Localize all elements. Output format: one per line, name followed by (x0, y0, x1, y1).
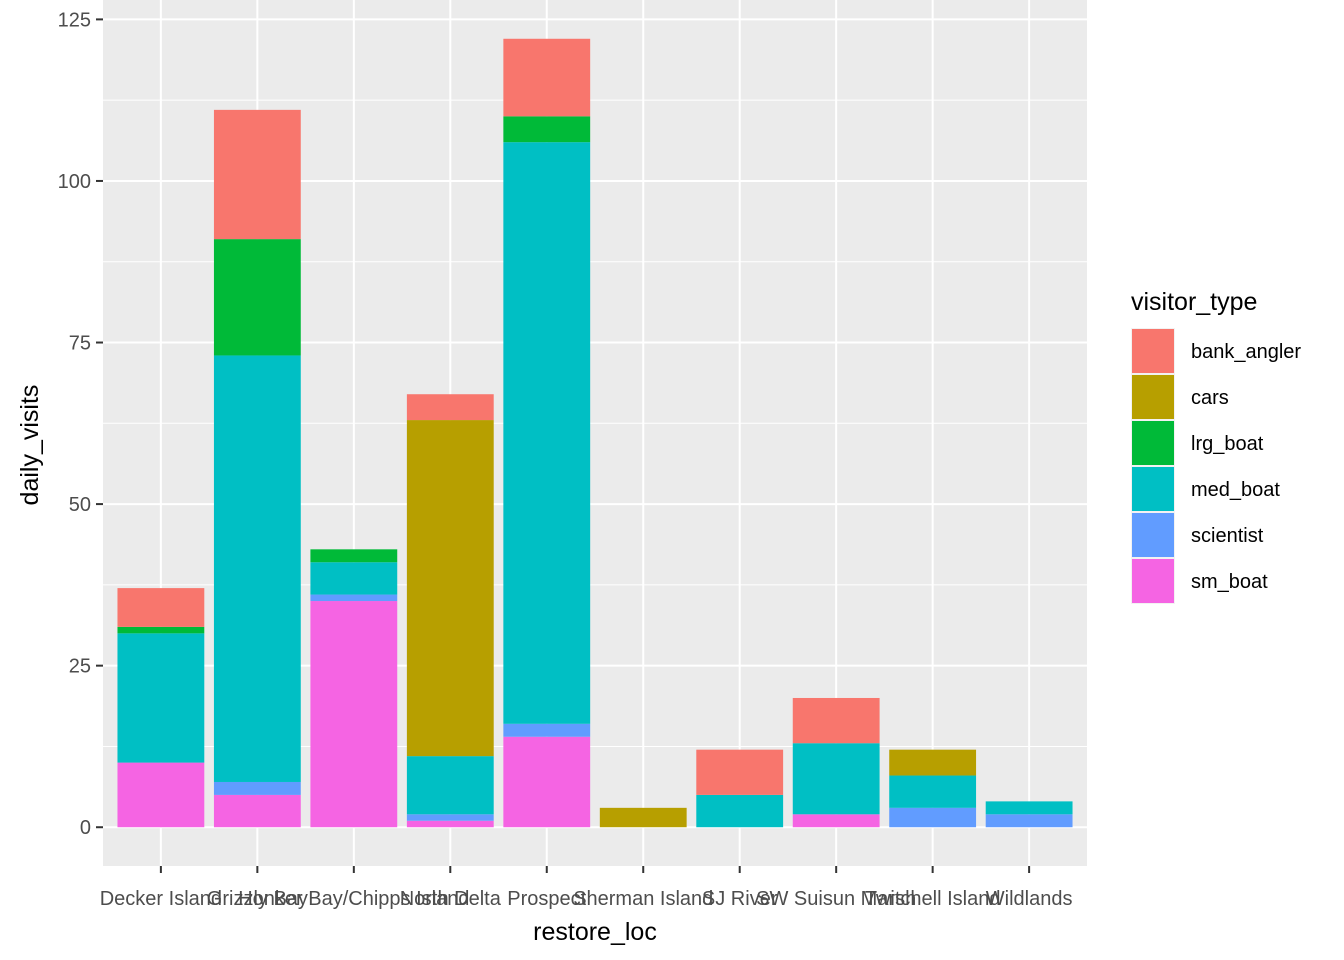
bar-segment (889, 749, 977, 776)
bar-segment (889, 775, 977, 808)
legend-label: scientist (1191, 525, 1264, 547)
bar-segment (792, 743, 880, 815)
bar-segment (310, 601, 398, 828)
bar-segment (213, 794, 301, 828)
legend-key (1132, 559, 1174, 603)
legend-key (1132, 375, 1174, 419)
y-tick-label: 25 (69, 656, 91, 678)
bar-segment (503, 38, 591, 117)
x-tick-label: Wildlands (986, 888, 1073, 910)
legend-label: lrg_boat (1191, 433, 1264, 455)
x-tick-label: Grizzly Bay (207, 888, 308, 910)
x-tick-label: Decker Island (100, 888, 222, 910)
bar-segment (985, 814, 1073, 828)
bar-segment (503, 723, 591, 737)
bar-segment (985, 801, 1073, 815)
legend-key (1132, 467, 1174, 511)
bar-segment (696, 749, 784, 795)
legend-key (1132, 421, 1174, 465)
x-tick-label: Honker Bay/Chipps Island (238, 888, 469, 910)
legend-label: cars (1191, 387, 1229, 409)
bar-segment (696, 794, 784, 828)
x-tick-label: Sherman Island (573, 888, 713, 910)
x-tick-label: SW Suisun Marsh (756, 888, 916, 910)
legend-label: bank_angler (1191, 341, 1301, 363)
bar-segment (117, 626, 205, 634)
bar-segment (503, 116, 591, 143)
bar-segment (406, 814, 494, 821)
legend-key (1132, 329, 1174, 373)
bar-segment (406, 420, 494, 757)
bar-segment (117, 588, 205, 627)
bar-segment (310, 549, 398, 563)
x-tick-label: Prospect (507, 888, 586, 910)
x-tick-label: SJ River (702, 888, 778, 910)
x-tick-label: North Delta (400, 888, 502, 910)
bar-segment (213, 239, 301, 356)
bar-segment (117, 762, 205, 828)
bar-segment (503, 736, 591, 828)
bars (117, 38, 1073, 828)
bar-segment (889, 807, 977, 828)
y-tick-label: 75 (69, 333, 91, 355)
x-axis-title: restore_loc (533, 918, 657, 946)
y-tick-label: 50 (69, 494, 91, 516)
y-axis: 0 25 50 75 100 125 (58, 9, 103, 839)
bar-segment (792, 814, 880, 828)
y-tick-label: 100 (58, 171, 91, 193)
bar-segment (406, 820, 494, 828)
bar-segment (503, 142, 591, 724)
bar-segment (213, 109, 301, 240)
bar-segment (117, 633, 205, 763)
y-axis-title: daily_visits (16, 385, 44, 506)
legend-label: sm_boat (1191, 571, 1268, 593)
bar-segment (792, 697, 880, 744)
y-tick-label: 0 (80, 817, 91, 839)
bar-segment (213, 781, 301, 795)
legend-key (1132, 513, 1174, 557)
legend-label: med_boat (1191, 479, 1280, 501)
bar-segment (213, 355, 301, 782)
bar-segment (599, 807, 687, 828)
bar-segment (310, 594, 398, 602)
bar-segment (406, 756, 494, 815)
x-tick-label: Twitchell Island (865, 888, 1001, 910)
bar-segment (406, 394, 494, 421)
y-tick-label: 125 (58, 9, 91, 31)
bar-segment (310, 562, 398, 595)
legend-title: visitor_type (1131, 288, 1257, 316)
